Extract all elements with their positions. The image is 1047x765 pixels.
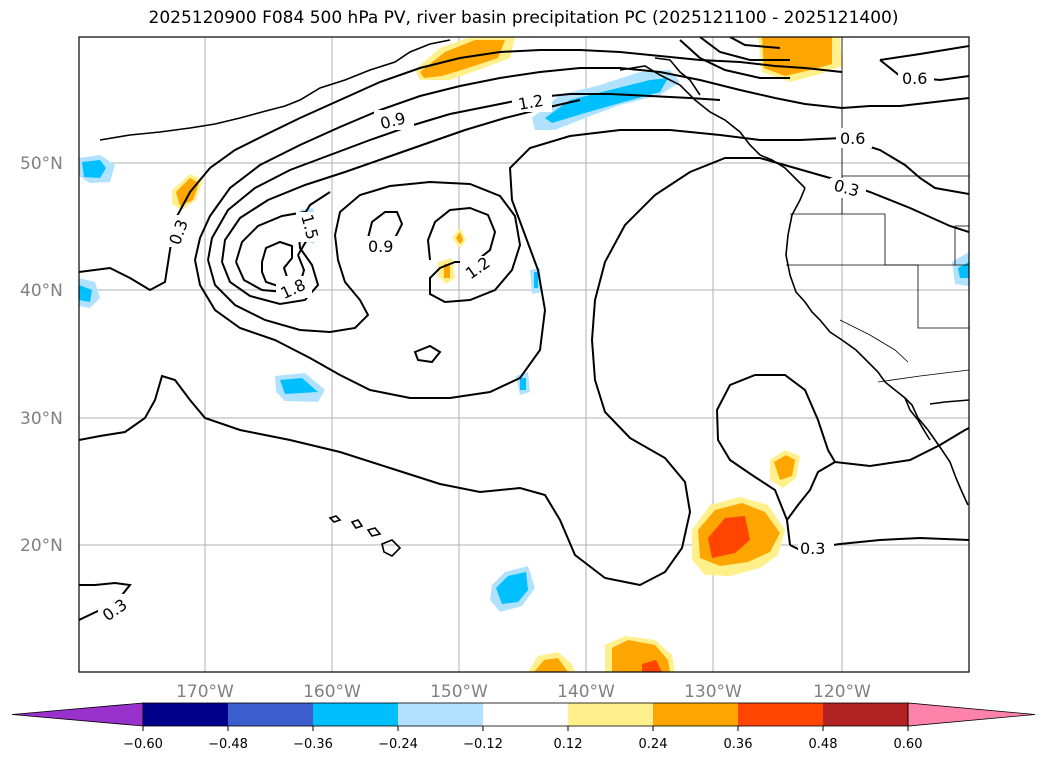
lon-label: 160°W [303,682,361,702]
colorbar-tick-label: 0.36 [724,737,753,752]
pv-contours [79,37,969,621]
colorbar-segment [483,703,568,726]
colorbar-extend-low [11,702,144,727]
lat-label: 20°N [20,536,63,556]
colorbar-segment [143,703,228,726]
lon-label: 170°W [176,682,234,702]
colorbar-tick-label: 0.12 [554,737,583,752]
contour-label-group: 0.9 1.2 0.6 0.6 0.3 0.3 0.9 1.2 1.5 1.8 … [98,68,934,625]
colorbar-tick-label: −0.60 [123,737,163,752]
lon-label: 130°W [684,682,742,702]
contour-label-1.2-north: 1.2 [517,91,545,114]
longitude-labels: 170°W 160°W 150°W 140°W 130°W 120°W [176,682,871,702]
colorbar-segment [398,703,483,726]
lon-label: 140°W [557,682,615,702]
colorbar-segment [568,703,653,726]
colorbar-tick-label: 0.60 [894,737,923,752]
colorbar-tick-label: −0.24 [378,737,418,752]
contour-label-0.9-center: 0.9 [368,237,393,256]
colorbar-tick-label: −0.36 [293,737,333,752]
colorbar-segment [823,703,908,726]
contour-label-0.6-ne: 0.6 [902,69,927,88]
colorbar-segment [738,703,823,726]
contour-label-0.6-e: 0.6 [840,129,865,148]
map-border [78,36,970,673]
colorbar-extend-high [907,702,1036,727]
map-title: 2025120900 F084 500 hPa PV, river basin … [148,8,899,28]
positive-precip-shading [172,37,842,672]
colorbar-tick-label: −0.48 [208,737,248,752]
colorbar-segment [653,703,738,726]
colorbar-segment [313,703,398,726]
colorbar-tick-label: 0.48 [809,737,838,752]
colorbar-outline [142,702,909,727]
colorbar: −0.60 −0.48 −0.36 −0.24 −0.12 0.12 0.24 0.36 0.4… [11,702,1036,752]
lat-label: 50°N [20,154,63,174]
latitude-labels: 50°N 40°N 30°N 20°N [20,154,63,556]
contour-label-0.3-se: 0.3 [800,539,825,558]
map-area [79,37,969,672]
lat-label: 40°N [20,281,63,301]
colorbar-tick-label: −0.12 [463,737,503,752]
colorbar-tick-label: 0.24 [639,737,668,752]
colorbar-segment [228,703,313,726]
lon-label: 150°W [430,682,488,702]
lat-label: 30°N [20,409,63,429]
lon-label: 120°W [813,682,871,702]
coastlines [99,39,969,557]
